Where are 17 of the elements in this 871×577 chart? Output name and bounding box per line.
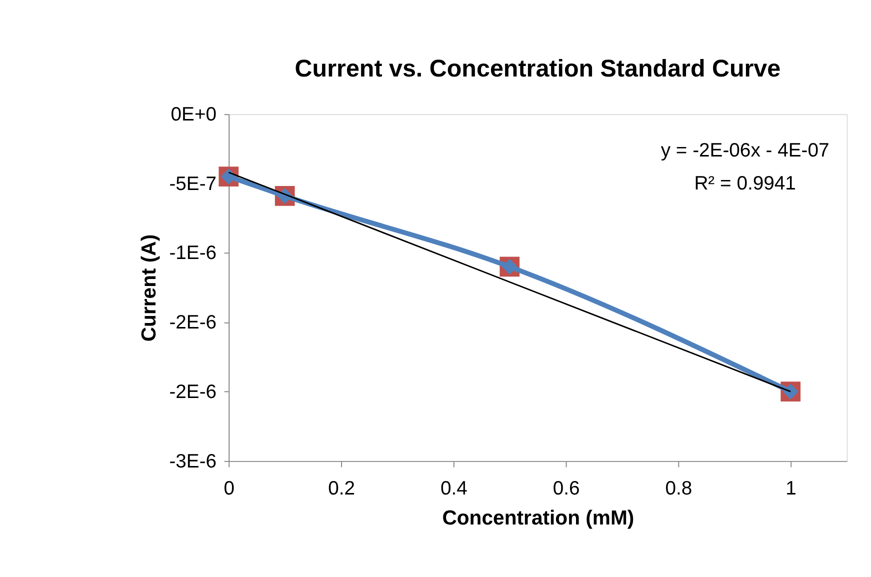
y-axis-title: Current (A) (138, 234, 161, 342)
x-tick-label: 0.2 (328, 477, 355, 500)
x-tick-label: 0.6 (552, 477, 580, 500)
y-tick-label: -3E-6 (169, 450, 217, 472)
y-tick-label: -2E-6 (169, 380, 217, 403)
x-tick-label: 0.8 (665, 477, 692, 500)
y-tick-label: -2E-6 (169, 312, 217, 334)
annotation: R² = 0.9941 (694, 172, 796, 195)
x-tick-label: 0.4 (440, 477, 468, 500)
x-tick-label: 0 (224, 477, 235, 500)
annotation: y = -2E-06x - 4E-07 (660, 140, 830, 162)
chart-title: Current vs. Concentration Standard Curve (294, 55, 781, 82)
x-tick-label: 1 (786, 477, 796, 500)
y-tick-label: -5E-7 (169, 172, 217, 195)
y-tick-label: 0E+0 (170, 103, 217, 126)
y-tick-label: -1E-6 (169, 242, 217, 264)
x-axis-title: Concentration (mM) (442, 507, 634, 530)
